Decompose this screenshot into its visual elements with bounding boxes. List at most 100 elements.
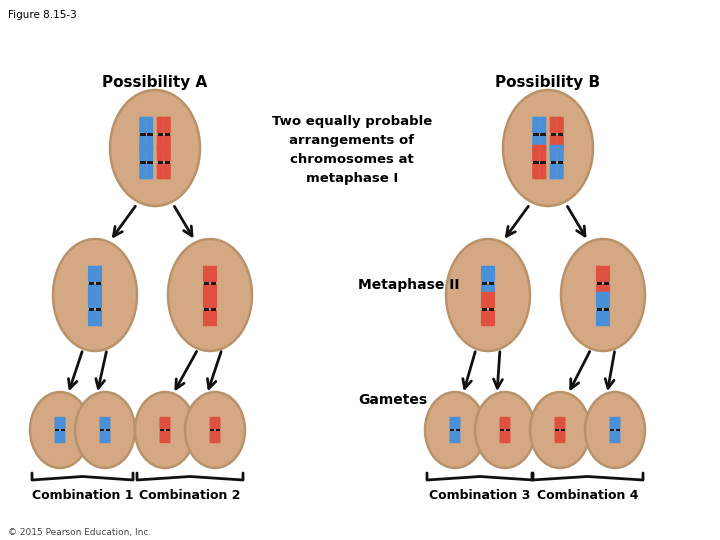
FancyBboxPatch shape bbox=[88, 284, 95, 300]
Bar bbox=[161, 429, 164, 431]
Ellipse shape bbox=[503, 90, 593, 206]
FancyBboxPatch shape bbox=[596, 284, 603, 300]
FancyBboxPatch shape bbox=[557, 145, 564, 161]
Bar bbox=[597, 307, 602, 310]
FancyBboxPatch shape bbox=[615, 417, 621, 430]
Bar bbox=[140, 132, 145, 136]
Bar bbox=[96, 281, 102, 285]
Bar bbox=[55, 429, 60, 431]
Ellipse shape bbox=[75, 392, 135, 468]
FancyBboxPatch shape bbox=[215, 417, 220, 430]
FancyBboxPatch shape bbox=[532, 163, 539, 179]
Bar bbox=[210, 429, 215, 431]
Text: Combination 2: Combination 2 bbox=[139, 489, 240, 502]
FancyBboxPatch shape bbox=[500, 417, 505, 430]
Bar bbox=[147, 160, 153, 164]
FancyBboxPatch shape bbox=[157, 145, 163, 161]
FancyBboxPatch shape bbox=[139, 163, 146, 179]
FancyBboxPatch shape bbox=[449, 430, 455, 443]
FancyBboxPatch shape bbox=[95, 292, 102, 308]
FancyBboxPatch shape bbox=[596, 292, 603, 308]
FancyBboxPatch shape bbox=[505, 430, 510, 443]
FancyBboxPatch shape bbox=[455, 430, 461, 443]
FancyBboxPatch shape bbox=[157, 163, 163, 179]
Ellipse shape bbox=[30, 392, 90, 468]
FancyBboxPatch shape bbox=[139, 134, 146, 151]
FancyBboxPatch shape bbox=[203, 266, 210, 282]
FancyBboxPatch shape bbox=[215, 430, 220, 443]
FancyBboxPatch shape bbox=[603, 310, 610, 326]
Bar bbox=[456, 429, 459, 431]
FancyBboxPatch shape bbox=[539, 117, 546, 133]
Text: Possibility A: Possibility A bbox=[102, 75, 207, 90]
Text: Metaphase II: Metaphase II bbox=[358, 278, 459, 292]
Bar bbox=[450, 429, 454, 431]
Bar bbox=[106, 429, 109, 431]
Text: Gametes: Gametes bbox=[358, 393, 427, 407]
Bar bbox=[604, 307, 609, 310]
FancyBboxPatch shape bbox=[549, 134, 557, 151]
Bar bbox=[557, 160, 563, 164]
FancyBboxPatch shape bbox=[549, 117, 557, 133]
Ellipse shape bbox=[585, 392, 645, 468]
Text: Combination 3: Combination 3 bbox=[429, 489, 531, 502]
FancyBboxPatch shape bbox=[610, 430, 615, 443]
FancyBboxPatch shape bbox=[210, 310, 217, 326]
FancyBboxPatch shape bbox=[549, 145, 557, 161]
FancyBboxPatch shape bbox=[146, 163, 153, 179]
FancyBboxPatch shape bbox=[88, 292, 95, 308]
FancyBboxPatch shape bbox=[99, 417, 105, 430]
Ellipse shape bbox=[168, 239, 252, 351]
FancyBboxPatch shape bbox=[603, 292, 610, 308]
Ellipse shape bbox=[110, 90, 200, 206]
FancyBboxPatch shape bbox=[505, 417, 510, 430]
Bar bbox=[533, 132, 539, 136]
FancyBboxPatch shape bbox=[139, 117, 146, 133]
Bar bbox=[604, 281, 609, 285]
Text: Figure 8.15-3: Figure 8.15-3 bbox=[8, 10, 77, 20]
FancyBboxPatch shape bbox=[481, 310, 488, 326]
FancyBboxPatch shape bbox=[481, 266, 488, 282]
Bar bbox=[100, 429, 104, 431]
Ellipse shape bbox=[53, 239, 137, 351]
Bar bbox=[540, 132, 546, 136]
Bar bbox=[164, 160, 170, 164]
Ellipse shape bbox=[135, 392, 195, 468]
FancyBboxPatch shape bbox=[55, 430, 60, 443]
FancyBboxPatch shape bbox=[554, 430, 560, 443]
FancyBboxPatch shape bbox=[500, 430, 505, 443]
FancyBboxPatch shape bbox=[557, 163, 564, 179]
FancyBboxPatch shape bbox=[60, 430, 66, 443]
FancyBboxPatch shape bbox=[210, 284, 217, 300]
FancyBboxPatch shape bbox=[210, 292, 217, 308]
FancyBboxPatch shape bbox=[455, 417, 461, 430]
FancyBboxPatch shape bbox=[105, 417, 110, 430]
FancyBboxPatch shape bbox=[157, 117, 163, 133]
Text: Combination 4: Combination 4 bbox=[536, 489, 638, 502]
FancyBboxPatch shape bbox=[557, 117, 564, 133]
FancyBboxPatch shape bbox=[160, 417, 165, 430]
FancyBboxPatch shape bbox=[146, 134, 153, 151]
FancyBboxPatch shape bbox=[539, 134, 546, 151]
FancyBboxPatch shape bbox=[88, 266, 95, 282]
Bar bbox=[551, 160, 556, 164]
FancyBboxPatch shape bbox=[105, 430, 110, 443]
Bar bbox=[204, 307, 210, 310]
Bar bbox=[616, 429, 620, 431]
FancyBboxPatch shape bbox=[603, 284, 610, 300]
FancyBboxPatch shape bbox=[146, 145, 153, 161]
Bar bbox=[489, 281, 494, 285]
FancyBboxPatch shape bbox=[554, 417, 560, 430]
FancyBboxPatch shape bbox=[596, 310, 603, 326]
Bar bbox=[500, 429, 505, 431]
FancyBboxPatch shape bbox=[539, 163, 546, 179]
FancyBboxPatch shape bbox=[596, 266, 603, 282]
FancyBboxPatch shape bbox=[449, 417, 455, 430]
FancyBboxPatch shape bbox=[488, 292, 495, 308]
FancyBboxPatch shape bbox=[532, 134, 539, 151]
FancyBboxPatch shape bbox=[615, 430, 621, 443]
Bar bbox=[89, 281, 94, 285]
Ellipse shape bbox=[185, 392, 245, 468]
Bar bbox=[211, 281, 216, 285]
Ellipse shape bbox=[475, 392, 535, 468]
